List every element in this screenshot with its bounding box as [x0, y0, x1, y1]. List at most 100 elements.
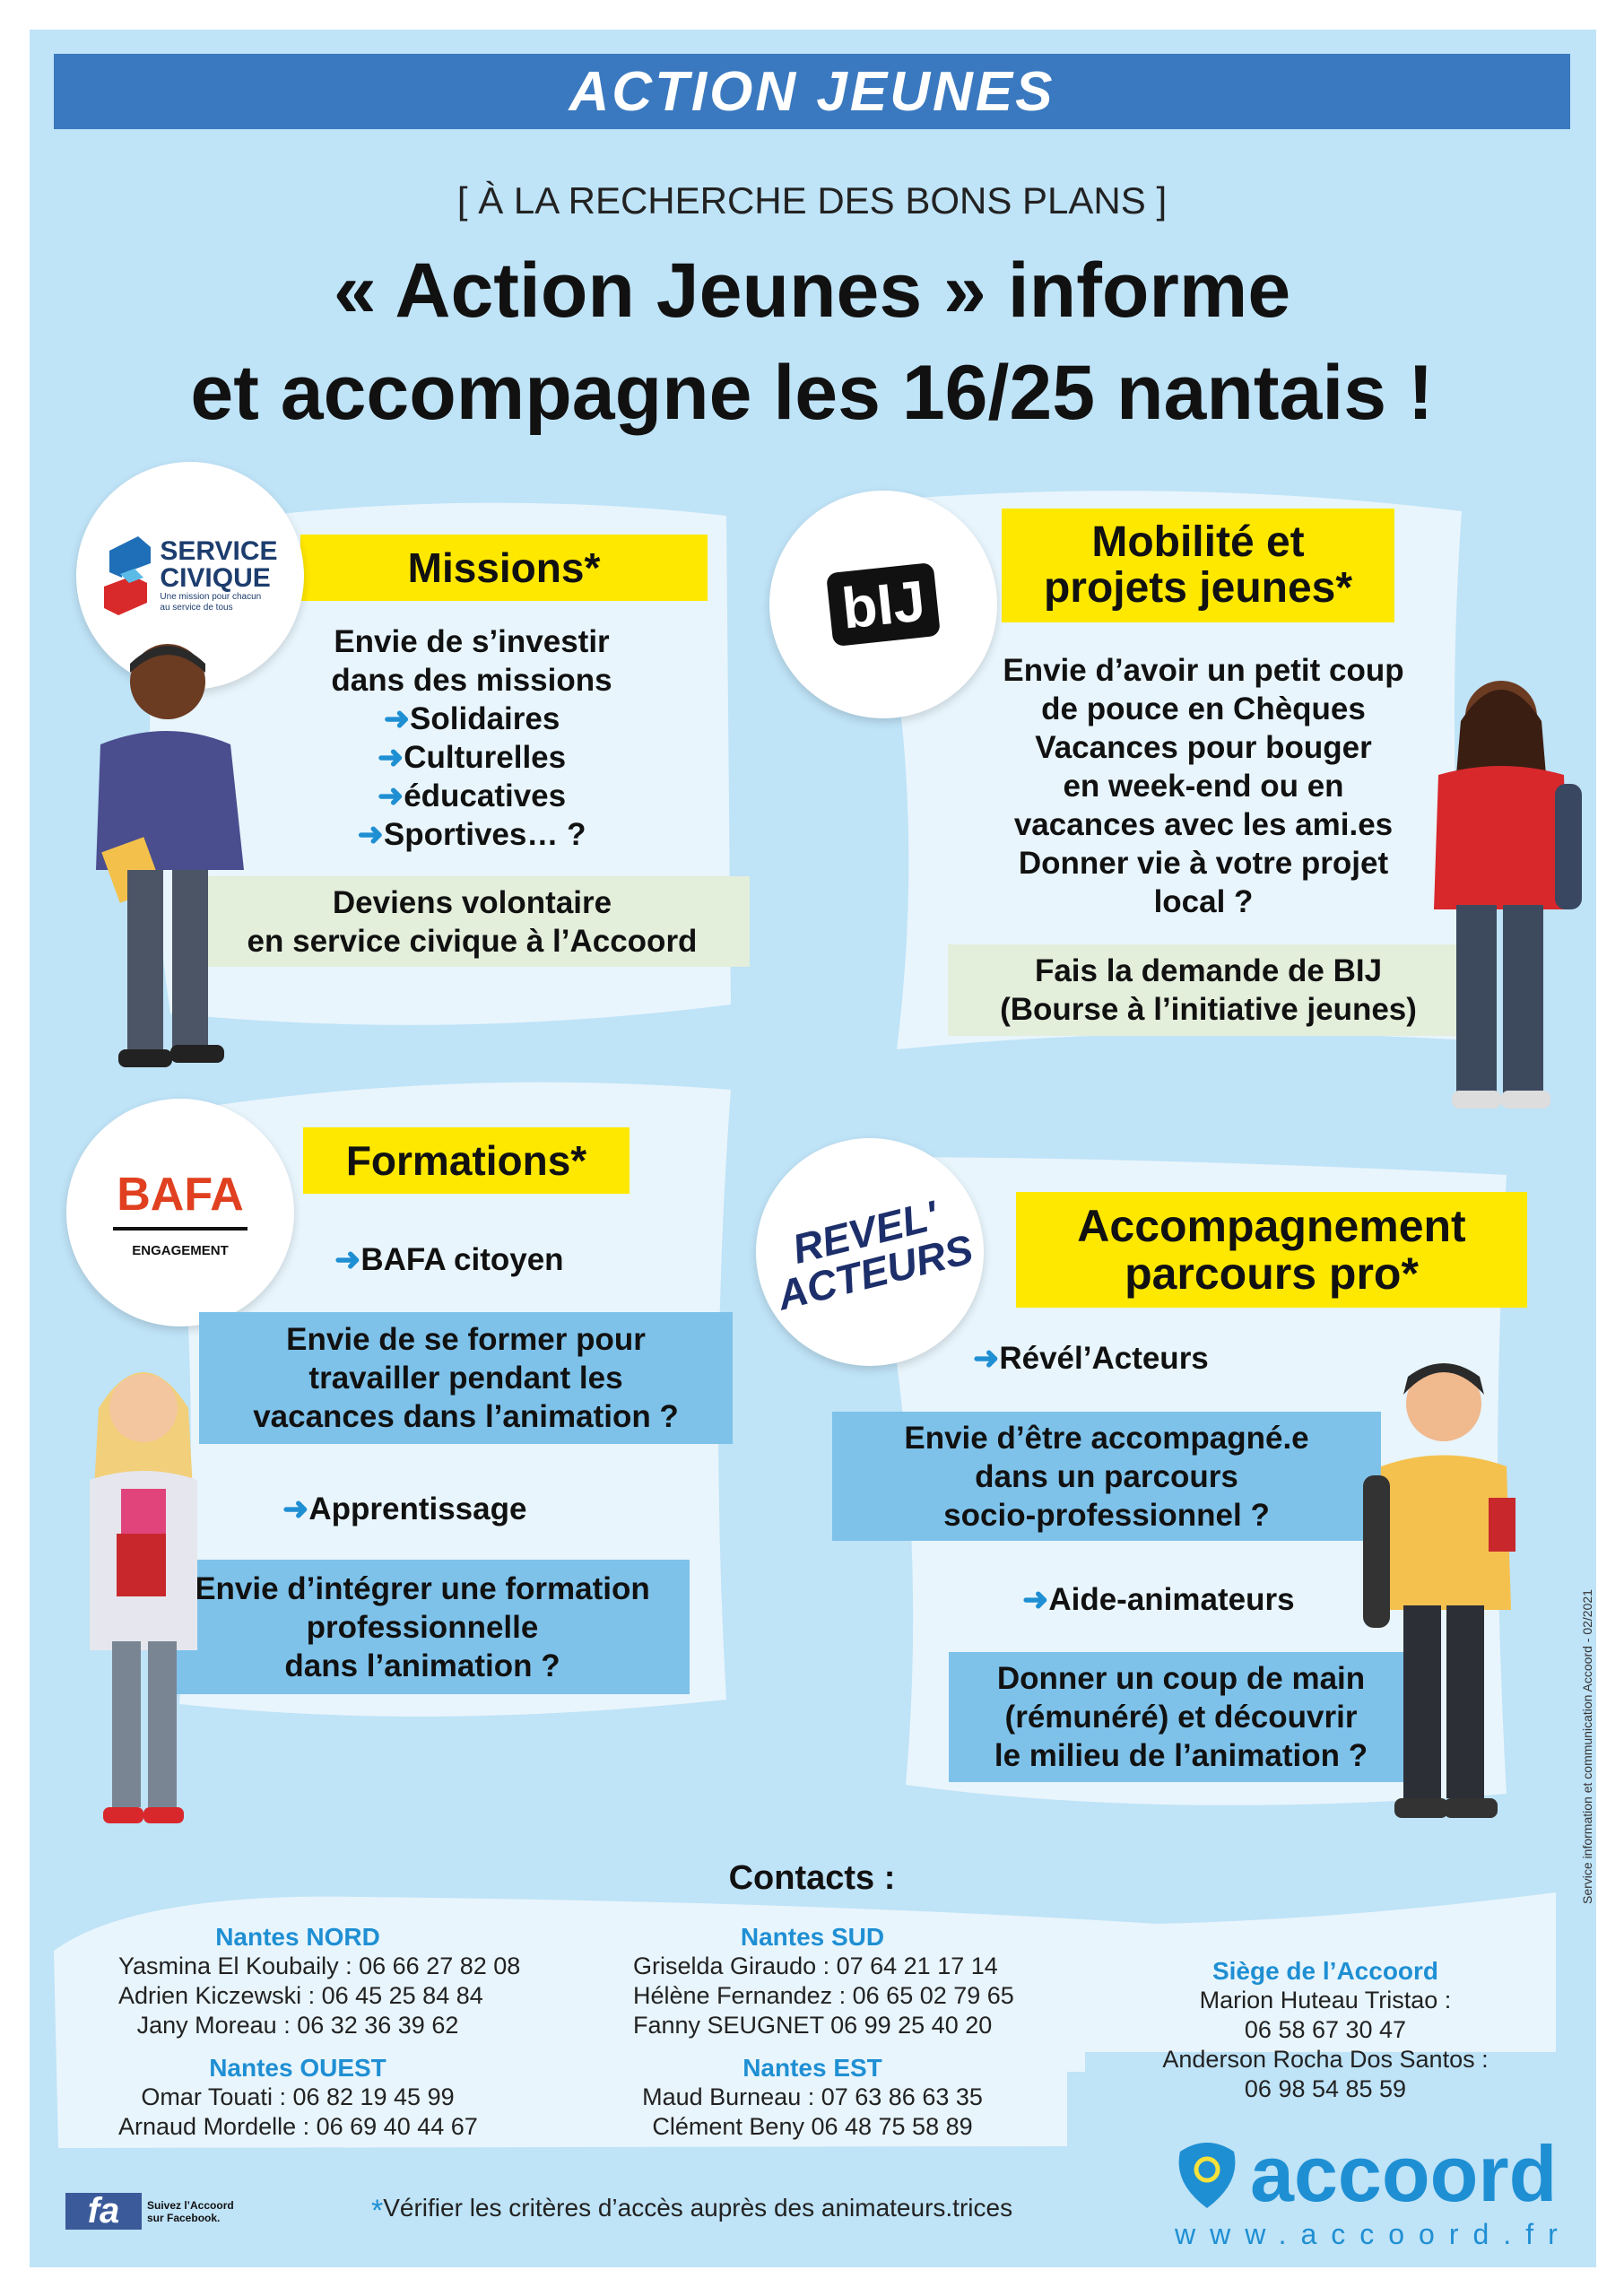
contact-line: 06 58 67 30 47 [1244, 2016, 1407, 2043]
accoord-logo: accoord [1171, 2129, 1558, 2218]
missions-item: ➜éducatives [377, 778, 567, 813]
box-line: vacances dans l’animation ? [253, 1399, 679, 1434]
contact-line: Hélène Fernandez : 06 65 02 79 65 [633, 1982, 1014, 2009]
bij-logo-text: bIJ [825, 561, 942, 648]
arrow-icon: ➜ [357, 817, 384, 852]
arrow-icon: ➜ [1022, 1582, 1049, 1617]
bafa-item: ➜BAFA citoyen [334, 1242, 564, 1277]
mobilite-line: de pouce en Chèques [1041, 691, 1366, 726]
contact-line: Adrien Kiczewski : 06 45 25 84 84 [118, 1982, 483, 2009]
missions-item: ➜Culturelles [377, 740, 567, 775]
mobilite-line: vacances avec les ami.es [1013, 807, 1394, 842]
contact-group-title: Nantes EST [743, 2054, 882, 2082]
arrow-icon: ➜ [377, 740, 404, 775]
bafa-logo-sub: ENGAGEMENT [132, 1242, 229, 1258]
facebook-link[interactable]: fa Suivez l’Accoord sur Facebook. [65, 2193, 234, 2230]
service-civique-tagline2: au service de tous [160, 603, 233, 613]
service-civique-s-icon [104, 536, 152, 615]
contact-line: Jany Moreau : 06 32 36 39 62 [136, 2012, 459, 2039]
footnote-text: Vérifier les critères d’accès auprès des… [383, 2194, 1013, 2222]
bafa-logo-text: BAFA [113, 1168, 248, 1231]
service-civique-line1: SERVICE [160, 536, 278, 566]
contacts-title: Contacts : [728, 1859, 896, 1897]
mobilite-cta-box: Fais la demande de BIJ (Bourse à l’initi… [948, 944, 1469, 1036]
accompagnement-title-line: parcours pro* [1125, 1248, 1419, 1299]
missions-item: ➜Sportives… ? [357, 817, 586, 852]
contact-group-est: Nantes EST Maud Burneau : 07 63 86 63 35… [633, 2054, 992, 2142]
contact-group-ouest: Nantes OUEST Omar Touati : 06 82 19 45 9… [118, 2054, 478, 2142]
facebook-line1: Suivez l’Accoord [147, 2198, 234, 2212]
accoord-wordmark: accoord [1250, 2129, 1558, 2218]
formations-box-1: Envie de se former pour travailler penda… [199, 1312, 733, 1444]
character-illustration-3 [90, 1372, 197, 1823]
arrow-icon: ➜ [383, 701, 411, 736]
accoord-sun-icon [1178, 2143, 1236, 2208]
contact-line: Clément Beny 06 48 75 58 89 [652, 2113, 973, 2140]
arrow-icon: ➜ [377, 778, 404, 813]
facebook-line2: sur Facebook. [147, 2211, 221, 2224]
service-civique-line2: CIVIQUE [160, 563, 271, 593]
mobilite-title-line: projets jeunes* [1043, 563, 1353, 612]
character-illustration-2 [1434, 681, 1582, 1109]
accompagnement-box-2: Donner un coup de main (rémunéré) et déc… [949, 1652, 1413, 1782]
arrow-icon: ➜ [973, 1341, 1000, 1376]
contact-line: Arnaud Mordelle : 06 69 40 44 67 [118, 2113, 478, 2140]
header-title: ACTION JEUNES [569, 60, 1055, 123]
credit-text: Service information et communication Acc… [1580, 1589, 1594, 1904]
mobilite-line: en week-end ou en [1063, 769, 1344, 804]
box-line: dans l’animation ? [284, 1648, 560, 1683]
box-line: Donner un coup de main [996, 1661, 1366, 1696]
contact-line: Marion Huteau Tristao : [1199, 1987, 1452, 2013]
missions-cta-box: Deviens volontaire en service civique à … [195, 876, 750, 967]
bafa-logo: BAFA ENGAGEMENT [66, 1099, 294, 1326]
character-illustration-4 [1363, 1363, 1515, 1818]
facebook-icon: fa [65, 2193, 142, 2230]
contact-group-nord: Nantes NORD Yasmina El Koubaily : 06 66 … [118, 1923, 520, 2040]
mobilite-title: Mobilité et projets jeunes* [1002, 509, 1394, 622]
mobilite-text: Envie d’avoir un petit coup de pouce en … [979, 651, 1428, 921]
box-line: dans un parcours [975, 1458, 1238, 1494]
contact-group-title: Nantes NORD [215, 1923, 380, 1951]
headline-line-2: et accompagne les 16/25 nantais ! [190, 350, 1434, 436]
apprentissage-item: ➜Apprentissage [282, 1492, 527, 1526]
box-line: socio-professionnel ? [943, 1497, 1270, 1533]
mobilite-title-line: Mobilité et [1091, 518, 1305, 567]
contact-group-title: Nantes SUD [740, 1923, 885, 1951]
asterisk: * [371, 2194, 384, 2228]
box-line: travailler pendant les [308, 1361, 623, 1396]
contact-group-sud: Nantes SUD Griselda Giraudo : 07 64 21 1… [633, 1923, 1014, 2040]
accompagnement-title: Accompagnement parcours pro* [1016, 1192, 1527, 1308]
formations-box-2: Envie d’intégrer une formation professio… [155, 1560, 690, 1694]
arrow-icon: ➜ [334, 1242, 361, 1277]
contact-group-title: Siège de l’Accoord [1211, 1957, 1439, 1985]
mobilite-cta-line: Fais la demande de BIJ [1034, 953, 1383, 988]
contact-line: Maud Burneau : 07 63 86 63 35 [642, 2083, 983, 2110]
subtitle: [ À LA RECHERCHE DES BONS PLANS ] [456, 179, 1168, 222]
box-line: professionnelle [306, 1609, 539, 1645]
missions-title: Missions* [300, 535, 708, 601]
contact-line: Omar Touati : 06 82 19 45 99 [141, 2083, 455, 2110]
box-line: Envie d’intégrer une formation [195, 1570, 650, 1606]
formations-title: Formations* [303, 1127, 630, 1194]
website-link[interactable]: www.accoord.fr [1175, 2218, 1572, 2250]
contact-line: 06 98 54 85 59 [1244, 2075, 1407, 2102]
footnote: *Vérifier les critères d’accès auprès de… [371, 2194, 1012, 2229]
missions-item: ➜Solidaires [383, 701, 560, 736]
panel-contacts [54, 1892, 1556, 2148]
contact-group-siege: Siège de l’Accoord Marion Huteau Tristao… [1146, 1957, 1505, 2104]
panel-mobilite [861, 491, 1471, 1049]
mobilite-line: Donner vie à votre projet [1018, 846, 1389, 881]
mobilite-line: Vacances pour bouger [1035, 730, 1372, 765]
service-civique-tagline1: Une mission pour chacun [160, 592, 262, 602]
mobilite-line: local ? [1153, 884, 1254, 919]
box-line: le milieu de l’animation ? [994, 1738, 1368, 1773]
mobilite-cta-line: (Bourse à l’initiative jeunes) [1000, 992, 1417, 1027]
contact-group-title: Nantes OUEST [209, 2054, 386, 2082]
header-bar: ACTION JEUNES [54, 54, 1570, 129]
missions-cta-line: en service civique à l’Accoord [247, 923, 698, 959]
missions-cta-line: Deviens volontaire [332, 884, 612, 920]
character-illustration-1 [96, 644, 244, 1067]
mobilite-line: Envie d’avoir un petit coup [1003, 653, 1404, 688]
headline-line-1: « Action Jeunes » informe [333, 248, 1291, 334]
contact-line: Griselda Giraudo : 07 64 21 17 14 [633, 1952, 998, 1979]
